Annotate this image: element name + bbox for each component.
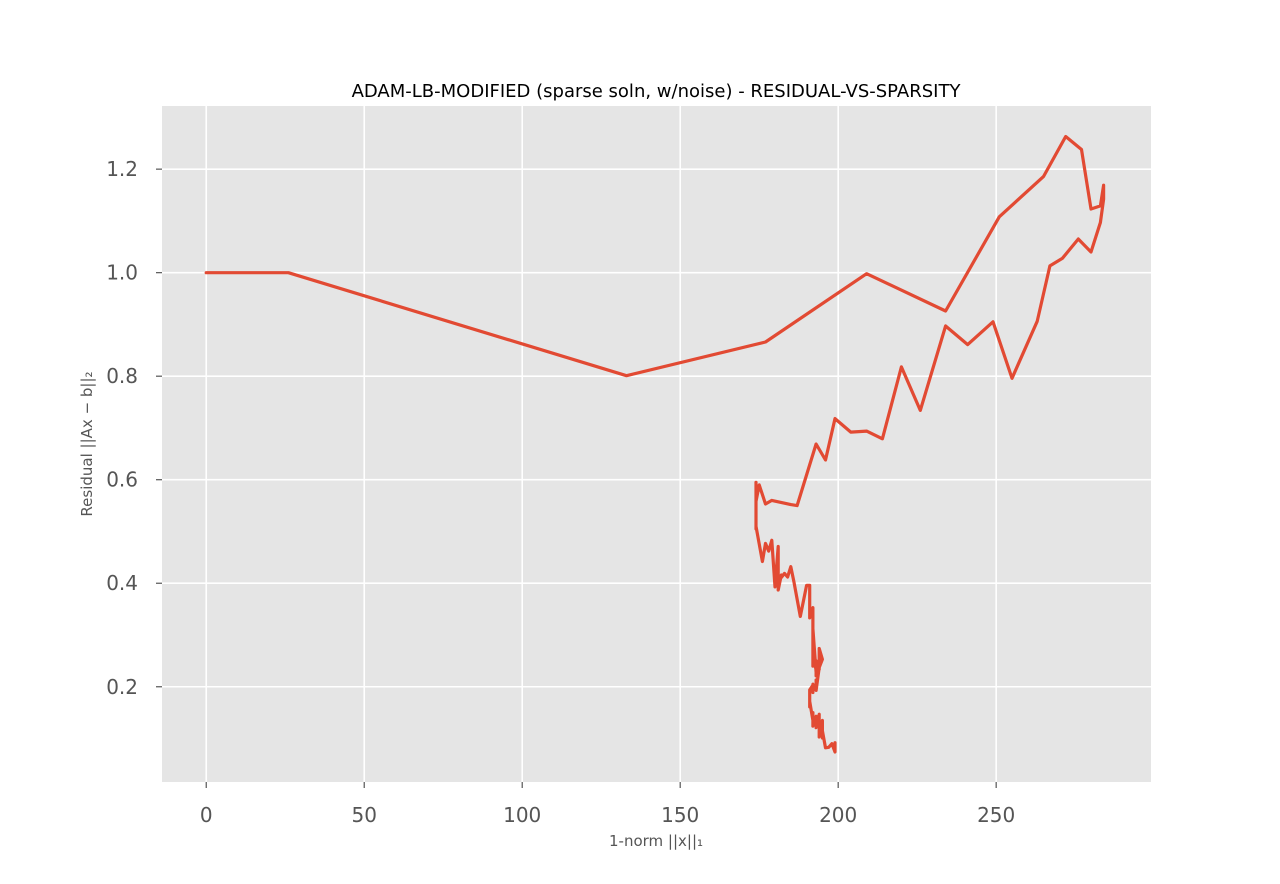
grid-lines [162,106,1151,782]
x-axis-ticks: 0 50 100 150 200 250 [200,782,1015,827]
x-tick-label: 200 [819,803,857,827]
x-tick-label: 0 [200,803,213,827]
x-axis-label: 1-norm ||x||₁ [609,832,703,850]
y-axis-label: Residual ||Ax − b||₂ [78,371,96,516]
y-tick-label: 0.4 [106,571,138,595]
x-tick-label: 50 [351,803,376,827]
x-tick-label: 100 [503,803,541,827]
y-tick-label: 0.6 [106,468,138,492]
y-tick-label: 1.0 [106,261,138,285]
y-tick-label: 0.2 [106,675,138,699]
series-line [204,134,1106,754]
plot-area [162,106,1151,782]
x-tick-label: 150 [661,803,699,827]
y-tick-label: 0.8 [106,364,138,388]
y-tick-label: 1.2 [106,157,138,181]
x-tick-label: 250 [977,803,1015,827]
chart-title: ADAM-LB-MODIFIED (sparse soln, w/noise) … [352,81,962,102]
series-layer [204,134,1106,754]
y-axis-ticks: 0.2 0.4 0.6 0.8 1.0 1.2 [106,157,162,699]
